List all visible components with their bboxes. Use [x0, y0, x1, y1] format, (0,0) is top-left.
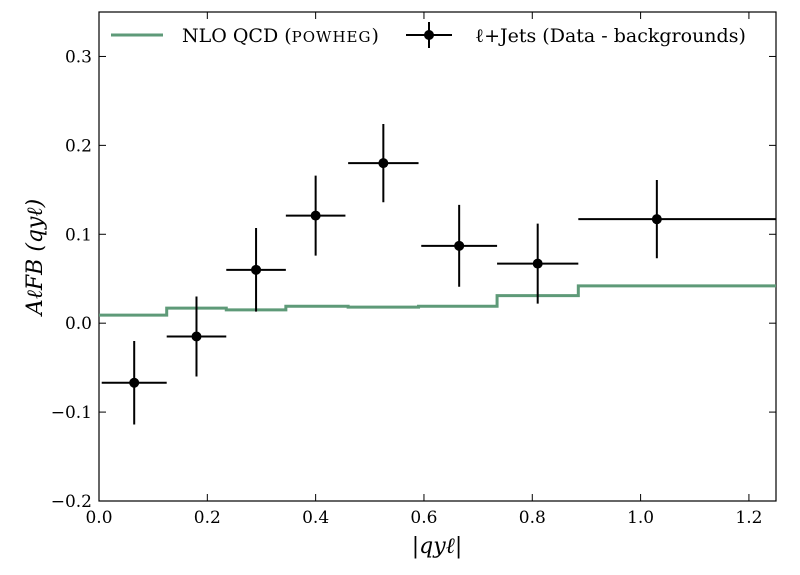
- data-point: [101, 340, 167, 425]
- data-marker: [454, 240, 465, 251]
- y-axis-ticks: −0.2 −0.1 0.0 0.1 0.2 0.3: [51, 47, 776, 512]
- data-series: [101, 124, 776, 425]
- data-point: [421, 204, 498, 287]
- legend-nlo-label: NLO QCD (POWHEG): [182, 25, 379, 47]
- data-marker: [532, 258, 543, 269]
- x-tick-label: 0.6: [410, 508, 437, 528]
- y-tick-label: −0.2: [51, 492, 92, 512]
- x-axis-title: |qyℓ|: [412, 534, 463, 559]
- x-tick-label: 0.0: [85, 508, 112, 528]
- data-marker: [251, 264, 262, 275]
- data-marker: [129, 377, 140, 388]
- y-tick-label: 0.3: [65, 47, 92, 67]
- y-axis-title: AℓFB (qyℓ): [23, 199, 48, 317]
- data-point: [497, 223, 579, 304]
- data-point: [226, 228, 286, 312]
- data-point: [578, 180, 776, 259]
- y-tick-label: 0.0: [65, 314, 92, 334]
- data-marker: [378, 158, 389, 169]
- data-marker: [310, 210, 321, 221]
- data-marker: [651, 214, 662, 225]
- nlo-qcd-step-line: [99, 284, 776, 317]
- x-tick-label: 0.8: [519, 508, 546, 528]
- x-axis-ticks: 0.0 0.2 0.4 0.6 0.8 1.0 1.2: [85, 12, 762, 528]
- legend-data-swatch: [406, 22, 452, 48]
- y-tick-label: −0.1: [51, 403, 92, 423]
- plot-area-frame: [98, 11, 777, 502]
- nlo-qcd-series: [99, 284, 776, 317]
- data-point: [348, 124, 419, 203]
- x-tick-label: 1.2: [735, 508, 762, 528]
- y-tick-label: 0.2: [65, 136, 92, 156]
- x-tick-label: 0.2: [194, 508, 221, 528]
- data-marker: [191, 331, 202, 342]
- x-tick-label: 1.0: [627, 508, 654, 528]
- data-point: [285, 175, 346, 256]
- y-tick-label: 0.1: [65, 225, 92, 245]
- legend: NLO QCD (POWHEG) ℓ+Jets (Data - backgrou…: [111, 22, 746, 48]
- data-point: [166, 296, 227, 377]
- legend-data-label: ℓ+Jets (Data - backgrounds): [475, 25, 746, 47]
- x-tick-label: 0.4: [302, 508, 329, 528]
